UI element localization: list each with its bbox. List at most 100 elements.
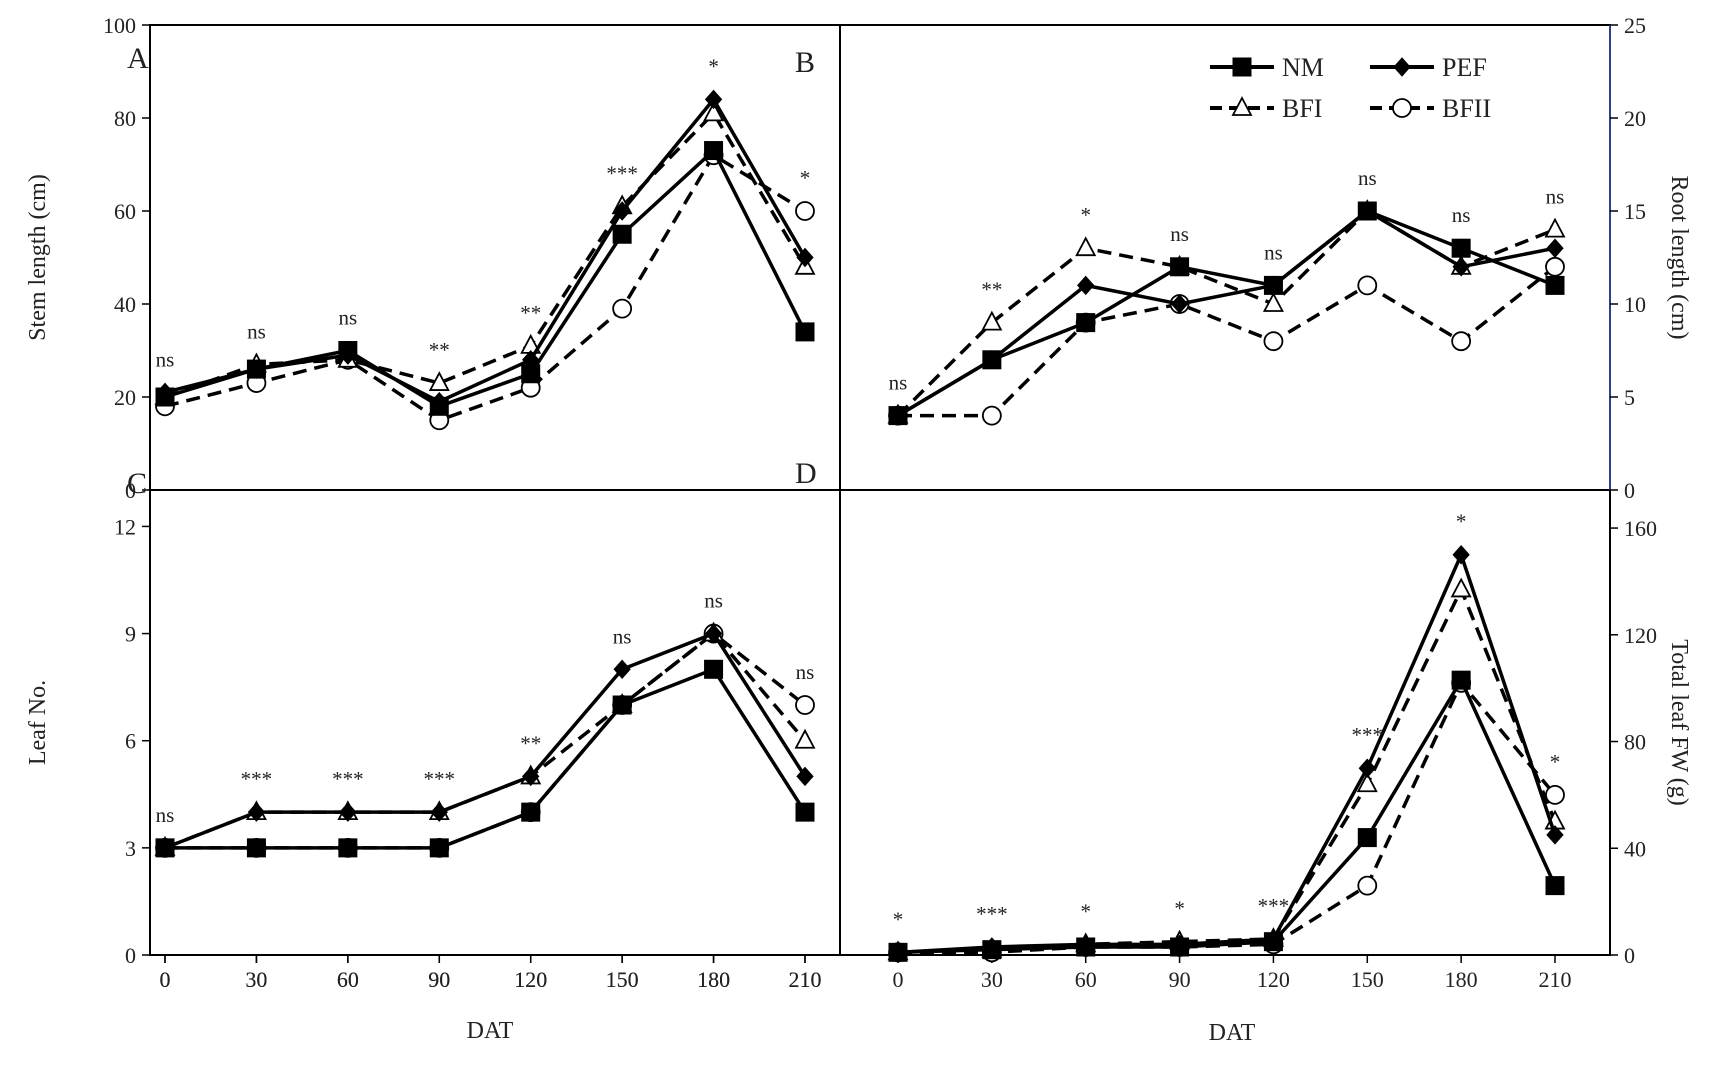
panel-c-significance-label: ns [704, 589, 723, 613]
panel-c-ytick-label: 12 [114, 514, 136, 539]
panel-b-point-bfii [1451, 331, 1472, 352]
panel-d-point-nm [1076, 937, 1096, 957]
panel-c-ytick-label: 0 [125, 943, 136, 968]
panel-a-line-nm [164, 148, 807, 409]
panel-c-point-pef [704, 623, 723, 644]
panel-a-ytick-label: 100 [103, 13, 136, 38]
panel-d-point-nm [888, 942, 908, 962]
panel-c-series-pef [156, 623, 814, 858]
panel-c-significance-label: ** [520, 731, 541, 755]
panel-d-significance-label: *** [1258, 894, 1290, 918]
panel-b-point-bfi [1075, 236, 1097, 257]
panel-b-significance-label: ** [981, 278, 1002, 302]
panel-b-point-bfi [981, 310, 1003, 331]
panel-a-significance-label: ns [156, 347, 175, 371]
panel-d-xtick-label: 0 [893, 967, 904, 992]
panel-d-ytick-label: 160 [1624, 516, 1657, 541]
panel-d-ytick-label: 80 [1624, 730, 1646, 755]
panel-b-point-pef [1452, 257, 1470, 277]
panel-a-point-bfi [703, 101, 725, 122]
panel-d-xtick-label: 120 [1257, 967, 1290, 992]
panel-c-line-nm [165, 667, 807, 850]
panel-a-point-pef [613, 201, 631, 221]
panel-c-series-bfi [154, 621, 816, 856]
panel-c-significance-label: ns [156, 803, 175, 827]
panel-c-ytick-label: 3 [125, 836, 136, 861]
panel-d-line-nm [897, 678, 1557, 955]
panel-a-significance-label: ** [520, 301, 541, 325]
panel-c-point-nm [521, 802, 541, 822]
panel-d-point-bfii [1357, 875, 1378, 896]
panel-b-significance-label: ns [1452, 203, 1471, 227]
panel-d-point-nm [1451, 670, 1471, 690]
panel-b-point-nm [1170, 257, 1190, 277]
panel-a-xtick-label: 210 [789, 967, 822, 992]
panel-c-xtick-label: 90 [428, 967, 450, 992]
panel-c-ytick-label: 6 [125, 729, 136, 754]
panel-a-point-bfii [612, 298, 633, 319]
panel-b-point-bfii [1545, 256, 1565, 277]
legend-marker-pef [1393, 57, 1411, 77]
panel-c-xtick-label: 150 [606, 967, 639, 992]
panel-b-point-nm [1263, 275, 1283, 295]
panel-a-point-nm [612, 224, 632, 244]
panel-a-xtick-label: 0 [160, 967, 171, 992]
panel-a-ytick-label: 60 [114, 199, 136, 224]
panel-b-point-nm [1357, 201, 1377, 221]
panel-c-point-bfi [794, 728, 816, 749]
panel-b-point-bfii [1263, 331, 1284, 352]
panel-b-ytick-label: 10 [1624, 292, 1646, 317]
panel-frames [149, 24, 1611, 956]
panel-b-point-nm [982, 350, 1002, 370]
panel-d-significance-label: * [1456, 510, 1467, 534]
panel-d-xtick-label: 180 [1445, 967, 1478, 992]
panel-c-line-pef [164, 631, 807, 850]
panel-c-letter: C [127, 467, 147, 500]
x-axis-label-right: DAT [1209, 1020, 1256, 1046]
legend-entry-nm: NM [1210, 53, 1324, 82]
panel-a-point-pef [704, 89, 723, 110]
panel-b-point-pef [1170, 294, 1189, 314]
panel-c-point-pef [339, 802, 357, 822]
panel-d-significance-label: * [1080, 899, 1091, 923]
panel-a-xtick-label: 90 [428, 967, 450, 992]
panel-a-significance-label: * [800, 166, 811, 190]
panel-d-y-axis-label: Total leaf FW (g) [1666, 639, 1692, 806]
panel-d-point-nm [1545, 876, 1565, 896]
panel-b-significance-label: ns [1358, 166, 1377, 190]
panel-a-xtick-label: 180 [697, 967, 730, 992]
panel-b-significance-label: * [1080, 203, 1091, 227]
panel-d-series-nm [888, 670, 1565, 962]
panel-d-ytick-label: 120 [1624, 623, 1657, 648]
panel-b-point-nm [1076, 313, 1096, 333]
panel-c-point-nm [795, 802, 815, 822]
panel-d-point-bfi [1450, 577, 1472, 598]
panel-b-point-pef [1077, 275, 1095, 296]
panel-d-xtick-label: 210 [1539, 967, 1572, 992]
panel-d-significance-label: * [1550, 750, 1561, 774]
shared-labels: DAT DAT [467, 1018, 1256, 1046]
panel-c-xtick-label: 210 [789, 967, 822, 992]
panel-b-line-bfii [898, 265, 1557, 418]
panel-b-ytick-label: 20 [1624, 106, 1646, 131]
legend-marker-bfi [1231, 96, 1253, 116]
panel-d-point-nm [1170, 937, 1190, 957]
legend-label-bfi: BFI [1282, 94, 1322, 123]
panel-c-series-nm [155, 659, 815, 858]
legend-entry-bfi: BFI [1210, 94, 1322, 123]
panel-c-point-pef [247, 802, 266, 822]
panel-b-point-nm [1451, 238, 1471, 258]
panel-b-y-axis-label: Root length (cm) [1666, 176, 1692, 340]
legend: NM PEF BFI BFII [1210, 53, 1491, 123]
panel-d-ytick-label: 0 [1624, 943, 1635, 968]
panel-a-line-bfi [164, 111, 807, 399]
panel-b-point-bfi [1262, 292, 1284, 312]
panel-c-xtick-label: 0 [160, 967, 171, 992]
panel-a-series-bfii [155, 145, 815, 431]
panel-c-y-axis-label: Leaf No. [25, 680, 51, 765]
panel-b-ytick-label: 15 [1624, 199, 1646, 224]
panel-d-line-bfii [898, 681, 1557, 955]
panel-c-xtick-label: 120 [514, 967, 547, 992]
